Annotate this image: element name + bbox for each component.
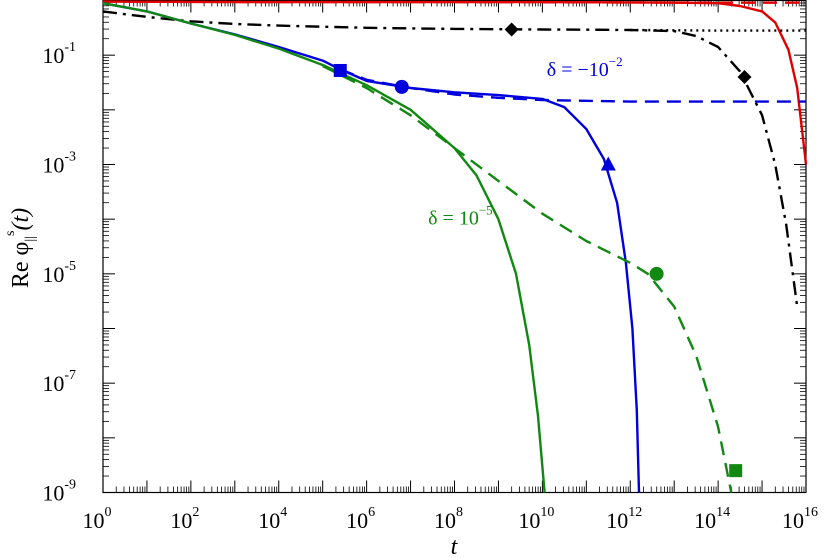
- marker-square: [729, 464, 743, 478]
- y-axis-title-suffix: (t): [8, 208, 34, 231]
- marker-circle: [649, 266, 664, 281]
- y-axis-title-sup: s: [3, 231, 18, 236]
- series-line-solid: [102, 2, 546, 493]
- marker-square: [333, 63, 347, 77]
- marker-diamond: [737, 70, 752, 85]
- marker-diamond: [504, 22, 519, 37]
- x-tick-label: 104: [258, 505, 287, 533]
- x-tick-label: 100: [83, 505, 112, 533]
- series-line-solid: [102, 0, 808, 165]
- y-axis-title-prefix: Re: [8, 255, 34, 288]
- curve-annotations: δ = −10−2 δ = 10−5: [428, 54, 622, 230]
- x-tick-label: 1012: [606, 505, 642, 533]
- data-markers: [333, 22, 752, 478]
- x-tick-label: 102: [170, 505, 199, 533]
- y-tick-label: 10-7: [42, 368, 76, 396]
- data-series: [102, 0, 808, 493]
- x-axis-title: t: [451, 534, 459, 558]
- series-line-dashed: [102, 0, 806, 4]
- y-tick-labels: 10-9 10-7 10-5 10-3 10-1: [42, 40, 76, 505]
- x-tick-label: 108: [434, 505, 463, 533]
- y-tick-label: 10-1: [42, 40, 76, 68]
- x-tick-label: 1016: [782, 505, 818, 533]
- y-tick-label: 10-9: [42, 478, 76, 506]
- curve-annotation: δ = −10−2: [547, 54, 623, 81]
- x-tick-label: 106: [346, 505, 375, 533]
- y-tick-label: 10-3: [42, 150, 76, 178]
- x-tick-label: 1010: [518, 505, 554, 533]
- marker-triangle: [600, 156, 616, 171]
- x-tick-label: 1014: [694, 505, 730, 533]
- y-axis-title-sub: ||: [23, 236, 38, 242]
- y-axis-title: Re φ|| s(t): [3, 208, 38, 288]
- series-line-dashdot: [102, 10, 799, 307]
- y-tick-label: 10-5: [42, 259, 76, 287]
- plot-frame: [102, 0, 807, 494]
- curve-annotation: δ = 10−5: [428, 203, 493, 230]
- axis-ticks: [102, 0, 806, 493]
- x-tick-labels: 100 102 104 106 108 1010 1012 1014 1016: [83, 505, 819, 533]
- series-line-dashed: [322, 65, 733, 493]
- marker-circle: [394, 79, 409, 94]
- y-axis-title-symbol: φ: [8, 242, 34, 256]
- series-line-dashed: [339, 68, 806, 103]
